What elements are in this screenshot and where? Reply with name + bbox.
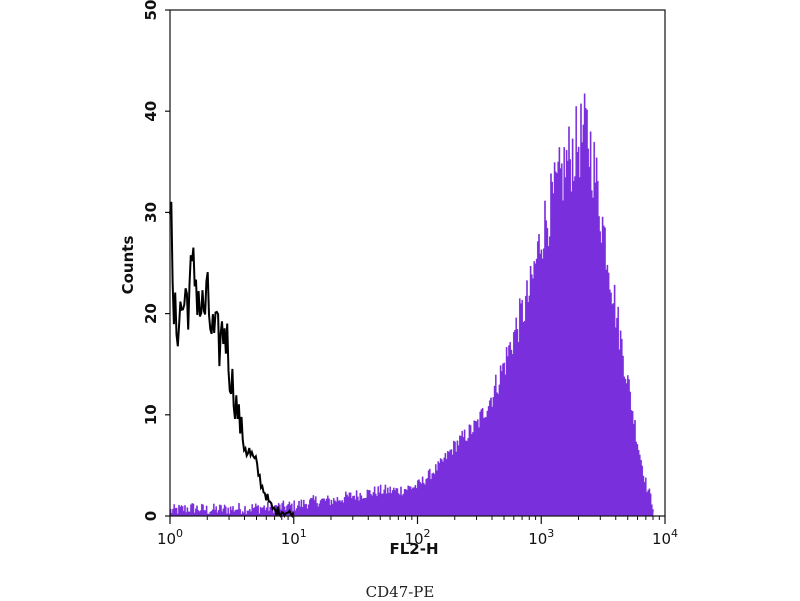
x-tick-label: 102 [404,527,430,548]
series-1-outline-histogram [169,201,295,519]
x-tick-label: 101 [281,527,307,548]
y-tick-label: 20 [142,303,160,324]
x-tick-label: 104 [652,527,678,548]
figure-caption: CD47-PE [365,583,435,601]
axes: 0 10 20 30 40 50 100 101 102 103 104 FL2-H Counts [119,0,678,558]
y-tick-label: 30 [142,202,160,223]
y-tick-label: 0 [142,511,160,521]
x-axis-label: FL2-H [389,540,438,558]
series-0-filled-histogram [169,93,654,517]
plot-area [169,93,654,519]
y-tick-label: 50 [142,0,160,20]
y-tick-label: 40 [142,101,160,122]
x-tick-label: 100 [157,527,183,548]
x-tick-label: 103 [528,527,554,548]
y-tick-label: 10 [142,404,160,425]
y-axis-label: Counts [119,236,137,295]
